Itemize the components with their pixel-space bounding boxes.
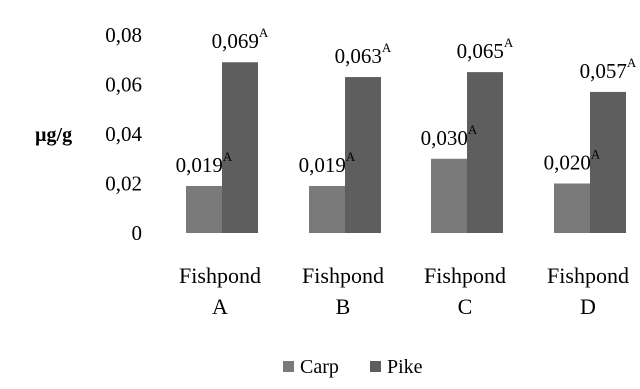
y-tick-label: 0,02	[105, 172, 142, 196]
data-label-value: 0,030	[421, 126, 468, 150]
bar-carp-4	[554, 183, 590, 233]
bar-carp-2	[309, 185, 345, 233]
data-label-value: 0,065	[457, 39, 504, 63]
legend-swatch-carp	[283, 361, 294, 372]
y-axis-label: µg/g	[35, 124, 72, 146]
data-label: 0,019A	[299, 149, 356, 177]
bars	[186, 62, 626, 233]
bar-carp-1	[186, 185, 222, 233]
legend-label-carp: Carp	[300, 356, 339, 378]
data-label-value: 0,020	[544, 151, 591, 175]
category-label-line2: B	[336, 294, 351, 319]
legend: Carp Pike	[283, 356, 423, 378]
y-tick-label: 0,06	[105, 73, 142, 97]
data-label-value: 0,057	[580, 59, 627, 83]
data-label-superscript: A	[468, 122, 478, 137]
data-label-superscript: A	[346, 149, 356, 164]
category-label-line1: Fishpond	[547, 263, 629, 288]
category-label-line1: Fishpond	[179, 263, 261, 288]
y-tick-labels: 0 0,02 0,04 0,06 0,08	[105, 23, 142, 245]
legend-swatch-pike	[370, 361, 381, 372]
data-label: 0,020A	[544, 147, 601, 175]
data-label: 0,069A	[212, 25, 269, 53]
data-label-superscript: A	[627, 55, 637, 70]
bar-pike-2	[345, 77, 381, 233]
category-label-line2: D	[580, 294, 596, 319]
data-label-superscript: A	[382, 40, 392, 55]
category-label-line2: A	[212, 294, 228, 319]
data-label: 0,019A	[176, 149, 233, 177]
category-label-line1: Fishpond	[302, 263, 384, 288]
bar-pike-4	[590, 91, 626, 233]
category-label-line2: C	[458, 294, 473, 319]
data-label-value: 0,019	[176, 153, 223, 177]
legend-label-pike: Pike	[387, 356, 423, 378]
data-label-superscript: A	[259, 25, 269, 40]
bar-pike-3	[467, 72, 503, 233]
data-label-value: 0,069	[212, 29, 259, 53]
data-label: 0,057A	[580, 55, 637, 83]
data-label-superscript: A	[223, 149, 233, 164]
y-tick-label: 0	[132, 221, 143, 245]
data-label: 0,030A	[421, 122, 478, 150]
data-label-value: 0,063	[335, 44, 382, 68]
data-label-superscript: A	[591, 147, 601, 162]
data-label: 0,063A	[335, 40, 392, 68]
category-label-line1: Fishpond	[424, 263, 506, 288]
bar-carp-3	[431, 158, 467, 233]
bar-pike-1	[222, 62, 258, 233]
y-tick-label: 0,04	[105, 122, 142, 146]
y-tick-label: 0,08	[105, 23, 142, 47]
category-labels: Fishpond A Fishpond B Fishpond C Fishpond D	[179, 263, 629, 319]
data-label-value: 0,019	[299, 153, 346, 177]
data-label-superscript: A	[504, 35, 514, 50]
data-label: 0,065A	[457, 35, 514, 63]
